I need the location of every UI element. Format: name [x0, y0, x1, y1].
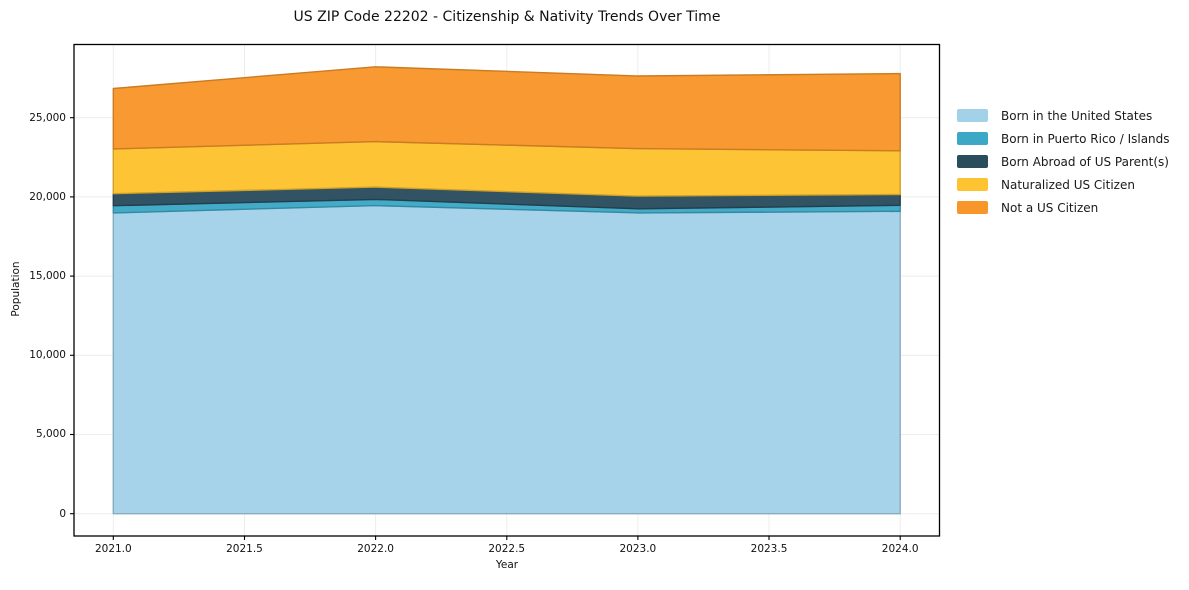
plot-frame — [73, 43, 941, 537]
legend-swatch — [957, 132, 988, 145]
y-tick-label: 10,000 — [29, 349, 66, 362]
legend-item: Born Abroad of US Parent(s) — [957, 150, 1170, 173]
legend-label: Born Abroad of US Parent(s) — [1001, 154, 1169, 169]
legend-item: Not a US Citizen — [957, 196, 1170, 219]
legend-label: Naturalized US Citizen — [1001, 177, 1135, 192]
area-series-4 — [112, 66, 901, 152]
legend-label: Born in the United States — [1001, 108, 1153, 123]
x-tick-label: 2023.0 — [619, 543, 657, 555]
y-tick-label: 0 — [59, 507, 66, 520]
y-tick-label: 5,000 — [35, 428, 66, 441]
legend-label: Born in Puerto Rico / Islands — [1001, 131, 1170, 146]
chart-title: US ZIP Code 22202 - Citizenship & Nativi… — [293, 9, 721, 25]
legend-item: Naturalized US Citizen — [957, 173, 1170, 196]
x-tick-label: 2022.5 — [488, 543, 526, 555]
legend-swatch — [957, 155, 988, 168]
x-tick-label: 2022.0 — [357, 543, 394, 555]
x-tick-label: 2024.0 — [881, 543, 919, 555]
legend-swatch — [957, 201, 988, 214]
legend-swatch — [957, 109, 988, 122]
y-tick-label: 20,000 — [29, 190, 66, 203]
legend-swatch — [957, 178, 988, 191]
x-tick-label: 2021.5 — [226, 543, 263, 555]
legend-item: Born in Puerto Rico / Islands — [957, 127, 1170, 150]
x-axis-label: Year — [495, 559, 519, 571]
legend: Born in the United States Born in Puerto … — [957, 104, 1170, 219]
x-tick-label: 2021.0 — [94, 543, 132, 555]
x-tick-label: 2023.5 — [750, 543, 788, 555]
area-series-0 — [112, 204, 901, 515]
legend-item: Born in the United States — [957, 104, 1170, 127]
legend-label: Not a US Citizen — [1001, 200, 1099, 215]
y-axis-label: Population — [10, 261, 22, 317]
y-tick-label: 25,000 — [29, 111, 66, 124]
y-tick-label: 15,000 — [29, 270, 66, 283]
